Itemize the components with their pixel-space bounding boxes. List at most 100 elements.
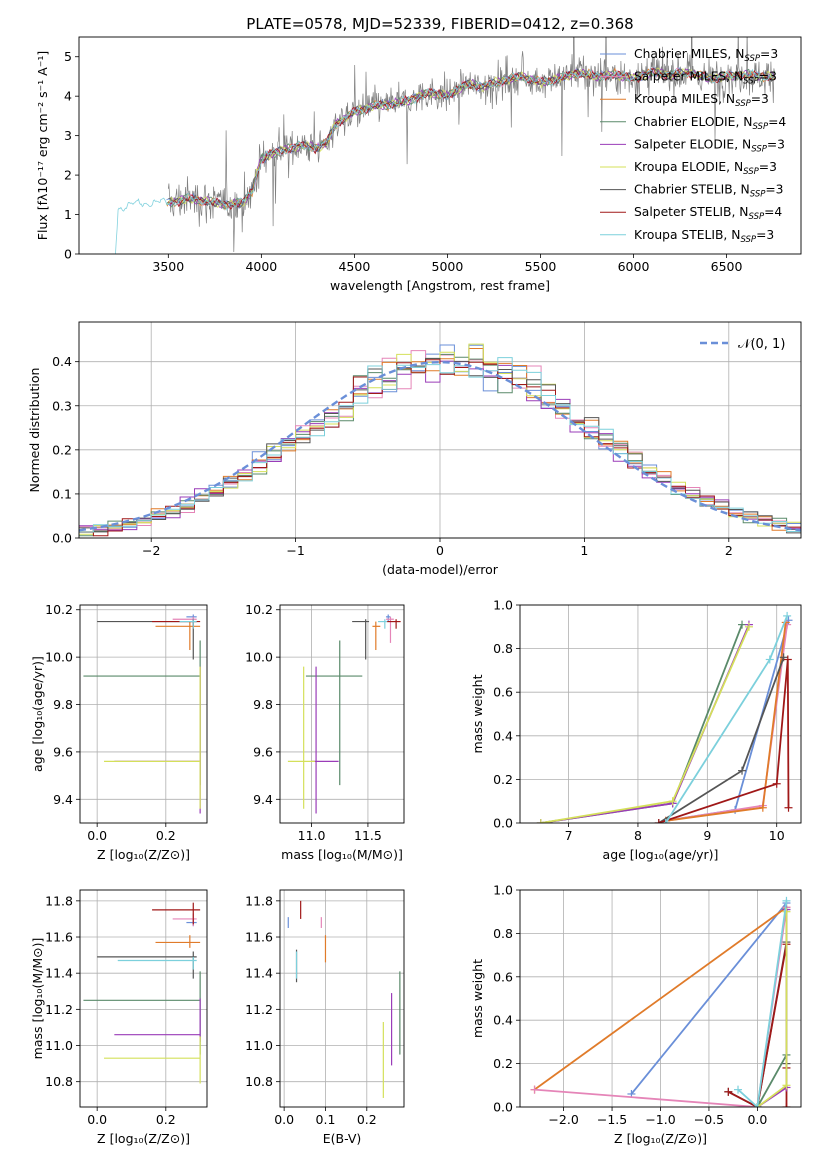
weight_vs_Z-ylabel: mass weight (470, 959, 485, 1038)
legend-label: Kroupa STELIB, NSSP=3 (634, 228, 774, 245)
legend-label: Salpeter STELIB, NSSP=4 (634, 205, 782, 222)
y-tick-label: 11.2 (245, 1002, 273, 1017)
y-tick-label: 11.8 (245, 893, 273, 908)
age_vs_Z-frame (79, 604, 208, 824)
age_vs_mass-grid (280, 605, 404, 823)
y-tick-label: 9.4 (53, 792, 73, 807)
y-tick-label: 0.6 (493, 969, 513, 984)
legend-label-tail: =4 (764, 205, 782, 219)
legend-label-sub: SSP (751, 144, 767, 154)
spectrum-xlabel: wavelength [Angstrom, rest frame] (330, 278, 550, 293)
x-tick-label: 0.0 (747, 1112, 767, 1127)
y-tick-label: 11.2 (45, 1002, 73, 1017)
mass_vs_Z-frame (79, 889, 208, 1108)
legend-label-sub: SSP (743, 77, 759, 87)
legend-label-tail: =3 (767, 137, 785, 151)
age_vs_Z-ylabel: age [log₁₀(age/yr)] (30, 656, 45, 772)
spectrum-frame (78, 36, 802, 255)
x-tick-label: 0.0 (274, 1112, 294, 1127)
legend-label-tail: =3 (760, 47, 778, 61)
legend-label-tail: =3 (765, 183, 783, 197)
y-tick-label: 9.8 (253, 697, 273, 712)
errorbar-chabrier-miles (186, 614, 197, 622)
model-line-kroupa-stelib (112, 67, 776, 254)
age_vs_Z-panel: 0.0 0.2 9.4 9.6 9.8 10.0 10.2 Z [log₁₀(Z/Z⊙)] ag… (30, 602, 208, 862)
residuals-plot-area (79, 343, 801, 537)
x-tick-label: −0.5 (694, 1112, 724, 1127)
x-tick-label: 1 (580, 543, 588, 558)
legend-label-tail: =3 (759, 70, 777, 84)
age_vs_Z-plot-area (83, 614, 201, 814)
legend-label-main: Salpeter ELODIE, N (634, 137, 751, 151)
figure-title: PLATE=0578, MJD=52339, FIBERID=0412, z=0… (246, 15, 633, 33)
weight-line-kroupa-miles (665, 622, 787, 822)
weight_vs_Z-xlabel: Z [log₁₀(Z/Z⊙)] (614, 1131, 707, 1146)
errorbar-salpeter-miles (385, 616, 394, 643)
legend-label-main: Salpeter MILES, N (634, 70, 743, 84)
legend-label-sub: SSP (743, 167, 759, 177)
x-tick-label: 5500 (525, 259, 557, 274)
x-tick-label: −1 (286, 543, 304, 558)
errorbar-chabrier-miles (186, 918, 197, 927)
errorbar-salpeter-elodie (114, 666, 201, 814)
errorbar-kroupa-elodie (287, 666, 315, 809)
normal-curve (79, 360, 801, 532)
mass_vs_Z-xlabel: Z [log₁₀(Z/Z⊙)] (97, 1131, 190, 1146)
legend-label-sub: SSP (750, 190, 766, 200)
legend-label: Salpeter ELODIE, NSSP=3 (634, 137, 785, 154)
x-tick-label: 4000 (245, 259, 277, 274)
y-tick-label: 5 (64, 49, 72, 64)
y-tick-label: 10.0 (245, 650, 273, 665)
y-tick-label: 9.6 (53, 744, 73, 759)
residuals-panel: −2 −1 0 1 2 0.0 0.1 0.2 0.3 0.4 (data-model)/error… (27, 321, 802, 577)
x-tick-label: −2.0 (548, 1112, 578, 1127)
errorbar-kroupa-stelib (378, 619, 388, 629)
panels: 3500 4000 4500 5000 5500 6000 6500 0 1 2 3 4 5 wavele… (27, 36, 802, 1146)
y-tick-label: 2 (64, 168, 72, 183)
y-tick-label: 10.2 (45, 602, 73, 617)
mass_vs_ebv-frame (279, 889, 405, 1108)
y-tick-label: 11.0 (245, 1038, 273, 1053)
errorbar-chabrier-stelib (352, 619, 370, 660)
y-tick-label: 3 (64, 128, 72, 143)
weight_vs_age-panel: 7 8 9 10 0.0 0.2 0.4 0.6 0.8 1.0 age [log₁₀(age/yr… (470, 598, 802, 862)
age_vs_mass-frame (279, 604, 405, 824)
errorbar-salpeter-elodie (311, 666, 339, 814)
age_vs_mass-xlabel: mass [log₁₀(M/M⊙)] (281, 847, 403, 862)
y-tick-label: 10.2 (245, 602, 273, 617)
x-tick-label: 0.2 (357, 1112, 377, 1127)
legend-label-tail: =3 (756, 228, 774, 242)
y-tick-label: 0.4 (493, 1013, 513, 1028)
y-tick-label: 0.6 (493, 685, 513, 700)
weight_vs_Z-plot-area (530, 896, 791, 1107)
spectrum-plot-area (112, 37, 776, 254)
y-tick-label: 11.0 (45, 1038, 73, 1053)
legend-label-tail: =3 (751, 92, 769, 106)
residuals-legend: 𝒩(0, 1) (700, 337, 785, 352)
weight-line-salpeter-stelib (658, 659, 790, 823)
mass_vs_Z-panel: 0.0 0.2 10.8 11.0 11.2 11.4 11.6 11.8 Z [log₁₀(Z… (30, 889, 208, 1146)
weight-line-salpeter-elodie (540, 624, 750, 823)
weight-line-chabrier-miles (665, 620, 790, 822)
residuals-frame (78, 321, 802, 539)
errorbar-kroupa-stelib (179, 619, 197, 629)
legend-label-main: Chabrier ELODIE, N (634, 115, 752, 129)
x-tick-label: 6000 (618, 259, 650, 274)
legend-label: Chabrier MILES, NSSP=3 (634, 47, 778, 64)
errorbar-chabrier-miles (385, 614, 391, 622)
spectrum-ylabel: Flux [fλ10⁻¹⁷ erg cm⁻² s⁻¹ A⁻¹] (35, 51, 50, 240)
y-tick-label: 9.6 (253, 744, 273, 759)
x-tick-label: 0.1 (316, 1112, 336, 1127)
x-tick-label: −1.5 (597, 1112, 627, 1127)
mass_vs_Z-ylabel: mass [log₁₀(M/M⊙)] (30, 938, 45, 1060)
x-tick-label: 3500 (152, 259, 184, 274)
x-tick-label: 5000 (432, 259, 464, 274)
legend-label-sub: SSP (744, 54, 760, 64)
x-tick-label: 0.0 (87, 1112, 107, 1127)
y-tick-label: 9.4 (253, 792, 273, 807)
legend-label: Chabrier STELIB, NSSP=3 (634, 183, 784, 200)
age_vs_mass-plot-area (287, 614, 401, 814)
errorbar-kroupa-miles (372, 621, 381, 651)
x-tick-label: 0.2 (156, 828, 176, 843)
